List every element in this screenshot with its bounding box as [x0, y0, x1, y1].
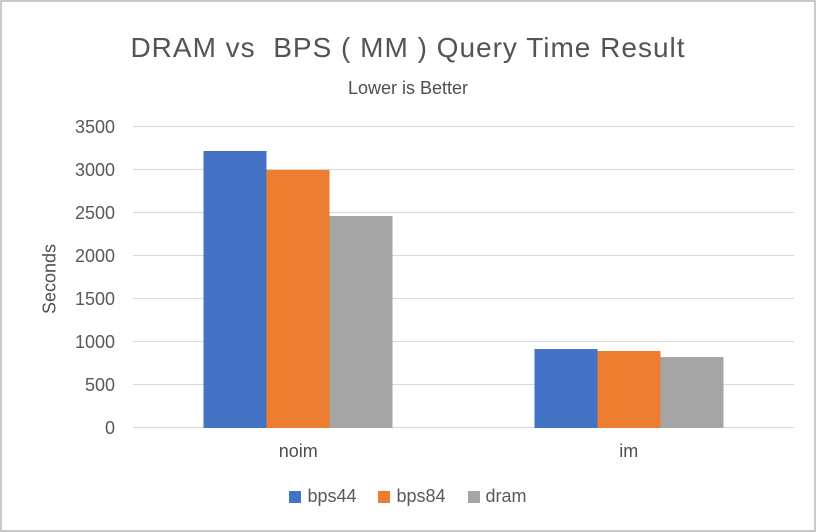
legend-swatch-dram	[467, 490, 480, 503]
gridline	[133, 427, 794, 428]
y-axis-ticks: 0 500 1000 1500 2000 2500 3000 3500	[2, 118, 115, 437]
legend-label-dram: dram	[485, 486, 527, 506]
gridline	[133, 341, 794, 342]
y-tick-label: 3500	[74, 117, 115, 137]
y-tick-label: 1500	[74, 289, 115, 309]
y-tick-label: 3000	[74, 160, 115, 180]
bar-bps44-im	[534, 349, 598, 428]
x-axis-labels: noim im	[133, 442, 794, 466]
bar-bps84-noim	[266, 170, 330, 428]
plot-area	[133, 126, 794, 428]
x-category-label-noim: noim	[278, 441, 318, 461]
bar-group-noim	[203, 127, 393, 428]
legend-label-bps84: bps84	[396, 486, 446, 506]
bar-bps44-noim	[203, 151, 267, 428]
gridline	[133, 384, 794, 385]
y-tick-label: 0	[104, 418, 115, 438]
y-tick-label: 2500	[74, 203, 115, 223]
chart-title: DRAM vs BPS ( MM ) Query Time Result	[130, 32, 686, 63]
gridline	[133, 126, 794, 127]
bar-dram-im	[660, 357, 724, 428]
gridline	[133, 169, 794, 170]
y-tick-label: 1000	[74, 332, 115, 352]
y-tick-label: 2000	[74, 246, 115, 266]
x-category-label-im: im	[619, 441, 639, 461]
legend-label-bps44: bps44	[307, 486, 357, 506]
legend-swatch-bps44	[289, 490, 302, 503]
bar-dram-noim	[329, 215, 393, 428]
gridline	[133, 298, 794, 299]
gridline	[133, 255, 794, 256]
legend-item-bps44: bps44	[289, 486, 356, 507]
legend-swatch-bps84	[378, 490, 391, 503]
legend-item-dram: dram	[467, 486, 527, 507]
legend-item-bps84: bps84	[378, 486, 446, 507]
bar-bps84-im	[597, 350, 661, 428]
y-tick-label: 500	[84, 375, 115, 395]
chart-subtitle: Lower is Better	[347, 78, 469, 98]
gridline	[133, 212, 794, 213]
legend: bps44 bps84 dram	[2, 486, 814, 507]
bar-group-im	[534, 127, 724, 428]
